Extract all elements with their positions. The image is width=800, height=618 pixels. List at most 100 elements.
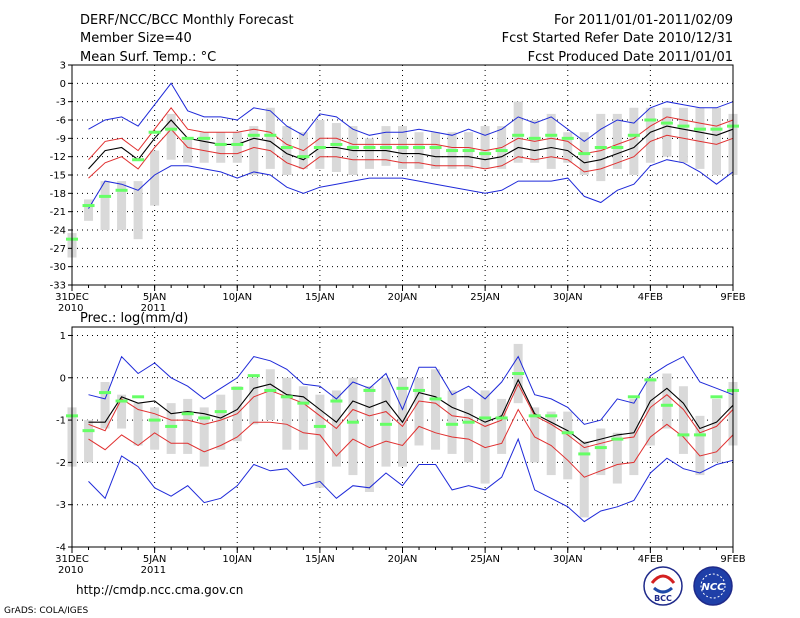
prec-spread-box <box>265 369 275 421</box>
prec-median-mark <box>346 420 359 424</box>
temp-median-mark <box>413 146 426 149</box>
temp-spread-box <box>546 113 556 169</box>
temp-spread-box <box>612 113 622 169</box>
prec-spread-box <box>414 377 424 446</box>
prec-median-mark <box>710 395 723 399</box>
prec-line-mean <box>88 378 734 444</box>
temp-ytick-label: -12 <box>50 152 66 163</box>
bcc-logo-swirl-red <box>650 574 676 584</box>
prec-median-mark <box>148 418 161 422</box>
prec-median-mark <box>181 412 194 416</box>
temp-median-mark <box>512 133 525 137</box>
temp-median-mark <box>313 146 326 149</box>
temp-spread-box <box>249 126 259 175</box>
temp-median-mark <box>181 136 194 140</box>
temp-spread-box <box>166 113 176 160</box>
temp-xtick-label: 25JAN <box>470 292 500 303</box>
temp-median-mark <box>231 142 244 146</box>
temp-median-mark <box>198 136 211 140</box>
temp-spread-box <box>265 107 275 169</box>
temp-xtick-sublabel: 2011 <box>141 303 166 314</box>
temp-median-mark <box>330 142 343 146</box>
temp-ytick-label: -24 <box>50 226 66 237</box>
temp-xtick-label: 31DEC <box>55 292 89 303</box>
temp-spread-box <box>150 150 160 206</box>
ncc-logo-text: NCC <box>701 582 725 593</box>
temp-ytick-label: -9 <box>56 134 66 145</box>
temp-spread-box <box>364 138 374 169</box>
ncc-logo-ring <box>700 573 726 599</box>
prec-spread-box <box>447 390 457 454</box>
prec-median-mark <box>82 429 95 433</box>
prec-spread-box <box>117 394 127 429</box>
prec-xtick-label: 4FEB <box>638 554 663 565</box>
grads-credit: GrADS: COLA/IGES <box>4 606 88 616</box>
prec-xtick-label: 5JAN <box>143 554 166 565</box>
prec-xtick-label: 20JAN <box>388 554 418 565</box>
temp-xtick-sublabel: 2010 <box>58 303 83 314</box>
chart-title: DERF/NCC/BCC Monthly Forecast <box>80 13 294 28</box>
temp-spread-box <box>282 126 292 175</box>
temp-spread-box <box>133 181 143 240</box>
temp-ytick-label: 3 <box>60 61 66 72</box>
prec-spread-box <box>464 398 474 463</box>
temp-spread-box <box>563 132 573 163</box>
temp-ytick-label: -15 <box>50 171 66 182</box>
prec-median-mark <box>231 386 244 390</box>
temp-spread-box <box>513 101 523 163</box>
temp-ytick-label: -21 <box>50 207 66 218</box>
temp-median-mark <box>578 152 591 156</box>
temp-spread-box <box>84 199 94 221</box>
prec-median-mark <box>280 395 293 399</box>
prec-spread-box <box>480 390 490 484</box>
prec-median-mark <box>545 414 558 418</box>
footer-url[interactable]: http://cmdp.ncc.cma.gov.cn <box>76 583 243 597</box>
prec-spread-box <box>150 407 160 450</box>
prec-spread-box <box>133 403 143 446</box>
temp-spread-box <box>216 132 226 163</box>
prec-spread-box <box>431 369 441 450</box>
temp-median-mark <box>660 121 673 125</box>
prec-spread-box <box>381 377 391 467</box>
temp-line-max <box>88 82 734 143</box>
prec-median-mark <box>313 424 326 428</box>
temp-median-mark <box>264 133 277 137</box>
prec-line-max <box>88 355 734 425</box>
prec-median-mark <box>693 433 706 437</box>
prec-spread-box <box>579 441 589 518</box>
temp-median-mark <box>528 136 541 140</box>
prec-spread-box <box>315 394 325 488</box>
prec-xtick-label: 30JAN <box>553 554 583 565</box>
prec-xtick-sublabel: 2011 <box>141 565 166 576</box>
prec-median-mark <box>379 422 392 426</box>
temp-median-mark <box>379 146 392 149</box>
prec-ytick-label: -4 <box>56 543 66 554</box>
prec-median-mark <box>495 416 508 420</box>
temp-median-mark <box>396 146 409 149</box>
prec-spread-box <box>183 398 193 454</box>
prec-median-mark <box>479 416 492 420</box>
prec-ytick-label: -3 <box>56 500 66 511</box>
prec-median-mark <box>512 372 525 376</box>
prec-xtick-label: 15JAN <box>305 554 335 565</box>
temp-xtick-label: 30JAN <box>553 292 583 303</box>
temp-spread-box <box>480 126 490 169</box>
member-size: Member Size=40 <box>80 31 192 46</box>
bcc-logo-text: BCC <box>654 594 672 603</box>
temp-spread-box <box>199 132 209 163</box>
prec-ytick-label: -1 <box>56 416 66 427</box>
temp-median-mark <box>545 133 558 137</box>
temp-xtick-label: 5JAN <box>143 292 166 303</box>
prec-median-mark <box>198 416 211 420</box>
temp-median-mark <box>346 146 359 149</box>
temp-median-mark <box>693 127 706 131</box>
prec-median-mark <box>429 397 442 401</box>
temp-ytick-label: -33 <box>50 281 66 292</box>
prec-spread-box <box>662 373 672 429</box>
prec-ytick-label: 1 <box>60 331 66 342</box>
temp-median-mark <box>561 136 574 140</box>
temp-spread-box <box>711 107 721 175</box>
prec-median-mark <box>247 374 260 378</box>
temp-spread-box <box>100 181 110 230</box>
